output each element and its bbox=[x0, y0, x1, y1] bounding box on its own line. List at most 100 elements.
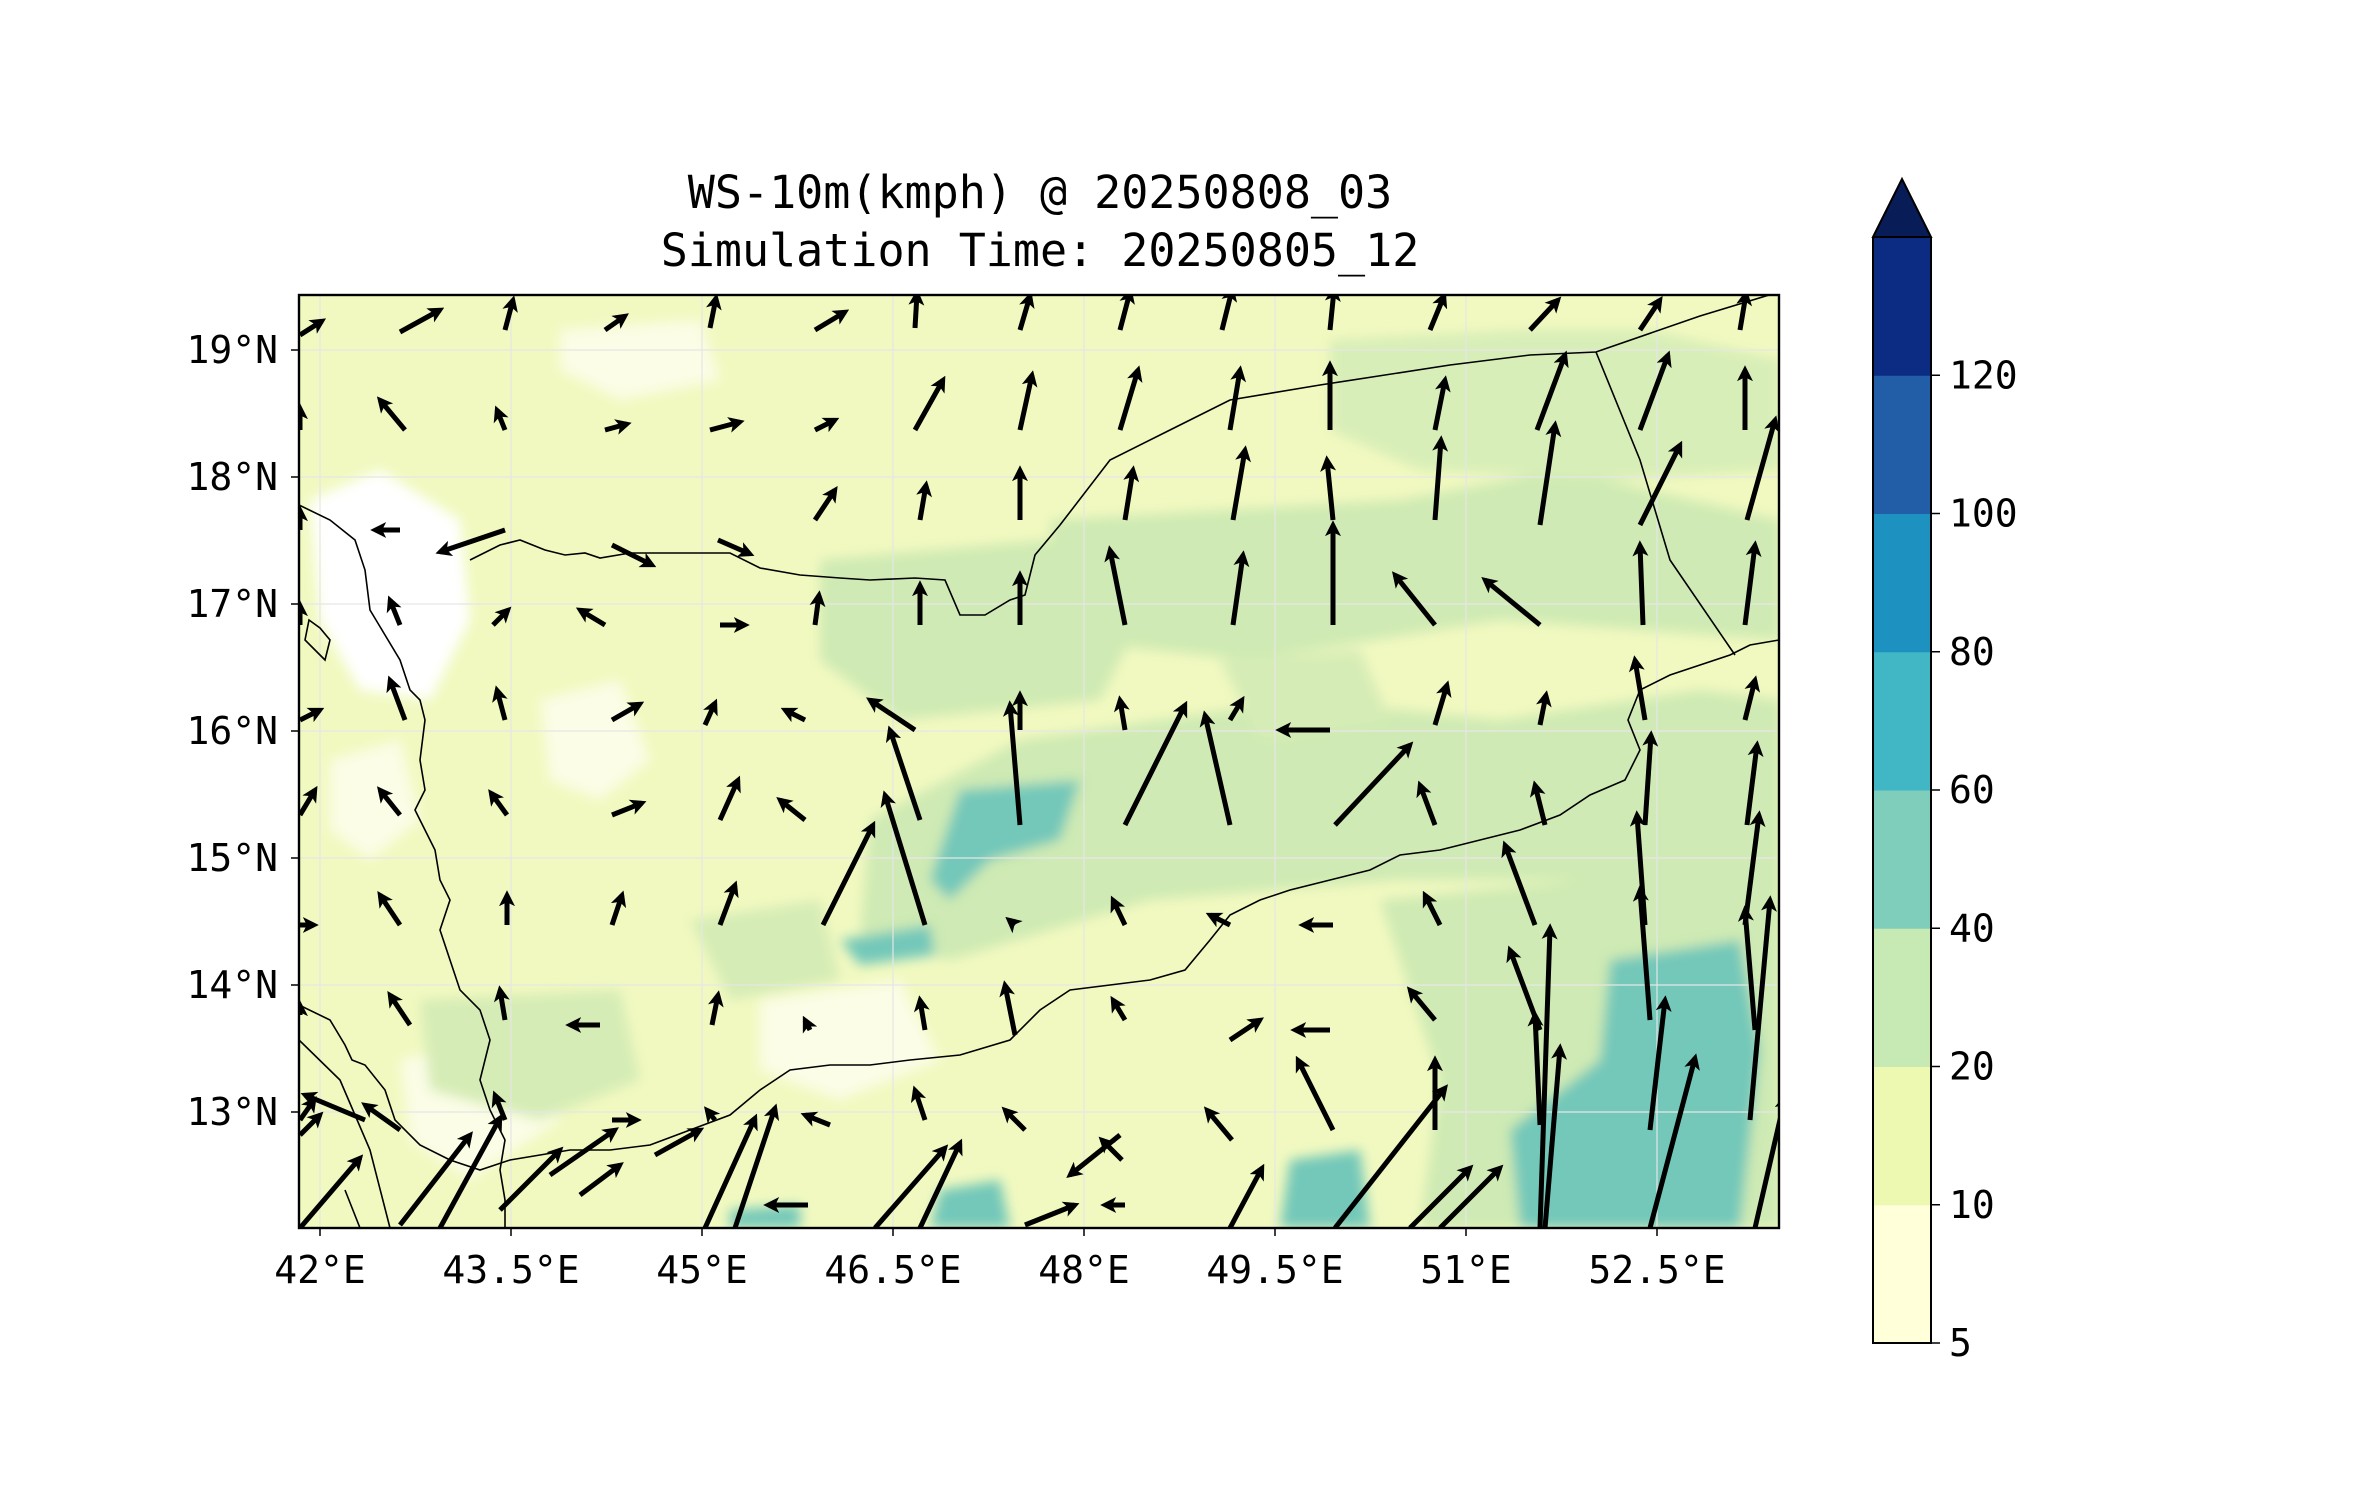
wind-arrow bbox=[885, 725, 923, 821]
wind-arrow bbox=[1005, 916, 1023, 934]
wind-arrow bbox=[704, 1106, 721, 1124]
colorbar-segment bbox=[1873, 1204, 1931, 1344]
wind-arrow bbox=[1122, 700, 1188, 827]
wind-arrow bbox=[802, 1015, 818, 1034]
colorbar-segment bbox=[1873, 237, 1931, 376]
wind-arrow bbox=[377, 891, 403, 927]
wind-arrow bbox=[1117, 365, 1143, 431]
wind-arrow bbox=[1628, 655, 1648, 721]
wind-arrow bbox=[1219, 295, 1238, 331]
wind-arrow bbox=[1203, 1106, 1234, 1142]
wind-arrow bbox=[1534, 350, 1569, 431]
colorbar-segment bbox=[1873, 513, 1931, 653]
colorbar-tick-label: 60 bbox=[1949, 768, 1995, 812]
wind-arrow bbox=[1230, 445, 1251, 521]
wind-arrow bbox=[377, 786, 402, 817]
wind-arrow bbox=[716, 537, 755, 557]
wind-arrow bbox=[492, 685, 508, 721]
wind-arrow bbox=[1438, 1164, 1504, 1228]
wind-arrow bbox=[398, 1131, 473, 1227]
lat-tick-labels: 19°N 18°N 17°N 16°N 15°N 14°N 13°N bbox=[186, 328, 299, 1134]
lat-tick-label: 19°N bbox=[186, 328, 278, 372]
lat-tick-label: 17°N bbox=[186, 582, 278, 626]
wind-arrow bbox=[707, 990, 724, 1026]
wind-arrow bbox=[299, 1111, 324, 1137]
wind-arrow bbox=[300, 1091, 366, 1123]
wind-arrow bbox=[498, 1146, 564, 1212]
wind-arrow bbox=[1535, 690, 1552, 726]
wind-vectors bbox=[299, 295, 1779, 1228]
wind-arrow bbox=[1408, 1164, 1474, 1228]
wind-arrow bbox=[1632, 540, 1649, 626]
wind-arrow bbox=[1228, 1017, 1264, 1043]
wind-arrow bbox=[361, 1102, 402, 1133]
wind-arrow bbox=[1117, 295, 1135, 331]
wind-arrow bbox=[717, 880, 739, 926]
wind-arrow bbox=[1205, 912, 1232, 928]
wind-arrow bbox=[610, 701, 645, 723]
wind-arrow bbox=[1113, 695, 1130, 731]
wind-arrow bbox=[908, 295, 925, 329]
wind-arrow bbox=[1110, 895, 1128, 927]
lat-tick-label: 15°N bbox=[186, 836, 278, 880]
lon-tick-label: 43.5°E bbox=[442, 1248, 579, 1292]
wind-arrow bbox=[398, 307, 445, 335]
wind-arrow bbox=[1737, 905, 1758, 1031]
wind-arrow bbox=[1427, 295, 1448, 331]
wind-arrow bbox=[999, 980, 1018, 1036]
wind-arrow bbox=[732, 1103, 780, 1228]
wind-arrow bbox=[1024, 1201, 1080, 1228]
wind-arrow bbox=[880, 790, 928, 926]
lon-tick-label: 48°E bbox=[1038, 1248, 1130, 1292]
wind-arrow bbox=[610, 542, 657, 568]
colorbar-tick-label: 40 bbox=[1949, 906, 1995, 950]
wind-arrow bbox=[376, 396, 407, 432]
wind-arrow bbox=[1098, 1136, 1124, 1162]
wind-arrow bbox=[1637, 350, 1672, 431]
wind-arrow bbox=[1742, 675, 1761, 721]
lon-tick-label: 46.5°E bbox=[824, 1248, 961, 1292]
wind-arrow bbox=[917, 1138, 963, 1228]
wind-arrow bbox=[491, 1090, 508, 1121]
wind-arrow bbox=[1416, 780, 1438, 826]
wind-arrow bbox=[1647, 995, 1672, 1131]
coastlines-borders bbox=[299, 295, 1779, 1228]
wind-arrow bbox=[493, 405, 509, 431]
wind-arrow bbox=[1227, 365, 1247, 431]
wind-arrow bbox=[1017, 370, 1038, 431]
lon-tick-label: 51°E bbox=[1420, 1248, 1512, 1292]
lat-tick-label: 13°N bbox=[186, 1090, 278, 1134]
map-frame bbox=[297, 293, 1781, 1230]
wind-arrow bbox=[813, 417, 840, 433]
colorbar-tick-label: 20 bbox=[1949, 1045, 1995, 1089]
lat-tick-label: 14°N bbox=[186, 963, 278, 1007]
lon-tick-label: 42°E bbox=[274, 1248, 366, 1292]
wind-arrow bbox=[299, 1154, 364, 1228]
wind-arrow bbox=[1637, 440, 1683, 527]
wind-arrow bbox=[386, 595, 403, 626]
wind-arrow bbox=[809, 590, 826, 626]
wind-arrow bbox=[435, 527, 506, 556]
wind-arrow bbox=[820, 820, 876, 927]
colorbar-tick-label: 120 bbox=[1949, 353, 2018, 397]
wind-arrow bbox=[386, 675, 408, 721]
wind-arrow bbox=[1542, 1043, 1568, 1228]
wind-arrow bbox=[1002, 700, 1023, 826]
wind-arrow bbox=[1333, 741, 1414, 827]
wind-arrow bbox=[548, 1127, 619, 1178]
wind-arrow bbox=[299, 785, 318, 817]
wind-arrow bbox=[1742, 540, 1762, 626]
colorbar-segment bbox=[1873, 651, 1931, 791]
wind-arrow bbox=[1647, 1053, 1700, 1228]
wind-arrow bbox=[913, 995, 930, 1031]
colorbar: 5 10 20 40 60 80 100 120 bbox=[1871, 176, 2018, 1365]
wind-arrow bbox=[1432, 435, 1449, 521]
gridlines bbox=[299, 295, 1779, 1228]
wind-arrow bbox=[1537, 420, 1562, 526]
wind-arrow bbox=[502, 295, 518, 331]
colorbar-segment bbox=[1873, 928, 1931, 1067]
wind-arrow bbox=[493, 985, 510, 1021]
wind-arrow bbox=[702, 1113, 758, 1228]
